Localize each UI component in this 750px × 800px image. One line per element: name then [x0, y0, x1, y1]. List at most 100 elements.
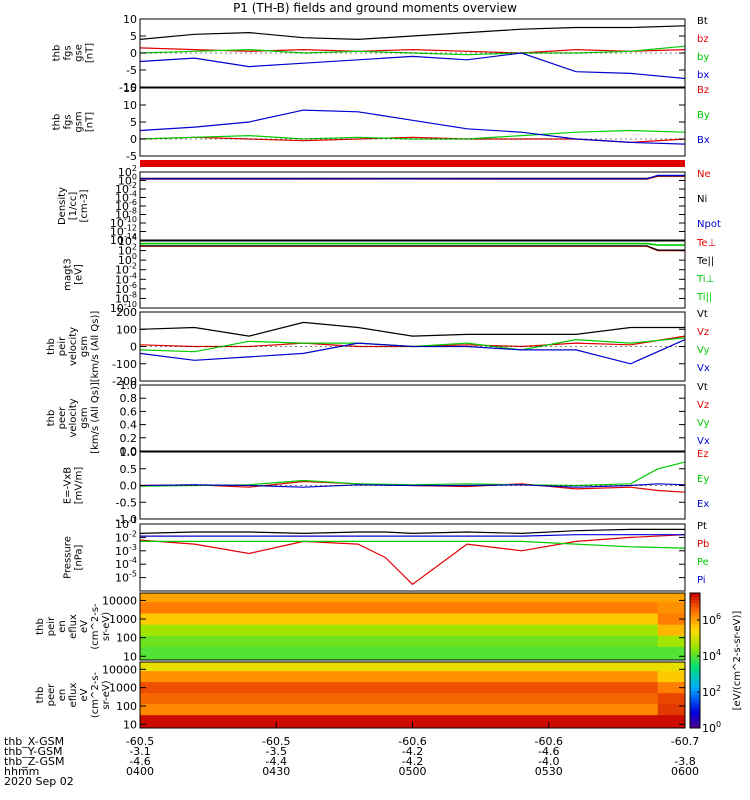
y-axis-label: [eV]	[74, 264, 85, 285]
y-tick-label: 10	[123, 718, 137, 731]
y-tick-label: 10	[123, 13, 137, 26]
y-tick-label: 10000	[102, 594, 137, 607]
colorbar-swatch	[690, 724, 700, 729]
colorbar-swatch	[690, 717, 700, 722]
y-axis-label: fgs	[63, 114, 74, 129]
colorbar-swatch	[690, 657, 700, 661]
spectrogram-cell	[249, 624, 359, 637]
colorbar-swatch	[690, 697, 700, 702]
colorbar-swatch	[690, 640, 700, 645]
spectrogram-cell	[140, 671, 250, 683]
y-tick-label: -1.0	[116, 513, 137, 526]
spectrogram-cell	[140, 715, 250, 729]
spectrogram-cell	[358, 593, 468, 603]
series-line-peir-velocity-2	[139, 337, 686, 353]
spectrogram-cell	[657, 662, 686, 672]
series-line-temperature-0	[140, 245, 685, 252]
spectrogram-cell	[249, 593, 359, 603]
y-axis-label: [nPa]	[74, 544, 85, 570]
x-row-value: -60.6	[398, 735, 426, 748]
y-axis-label: Pressure	[63, 536, 74, 579]
colorbar-swatch	[690, 721, 700, 726]
colorbar-swatch	[690, 606, 700, 611]
y-tick-label: 1000	[109, 682, 137, 695]
x-row-value: 0400	[126, 765, 154, 778]
spectrogram-cell	[657, 593, 686, 603]
spectrogram-cell	[140, 613, 250, 626]
y-axis-label: [mV/m]	[74, 467, 85, 505]
colorbar-swatch	[690, 609, 700, 614]
y-tick-label: 0	[130, 133, 137, 146]
spectrogram-cell	[576, 671, 648, 683]
spectrogram-cell	[358, 662, 468, 672]
spectrogram-cell	[140, 593, 250, 603]
y-axis-label: sr-eV)	[101, 680, 112, 709]
series-line-pressure-2	[140, 540, 686, 549]
spectrogram-cell	[646, 693, 659, 705]
spectrogram-cell	[657, 715, 686, 729]
colorbar-swatch	[690, 596, 700, 601]
colorbar-tick-label: 106	[702, 612, 721, 627]
y-tick-label: 100	[116, 323, 137, 336]
spectrogram-cell	[657, 624, 686, 637]
y-axis-label: thb	[35, 687, 46, 704]
panel-peer-spectrogram: 10000 1000 100 10 thb peer en eflux eV (cm^2-s-sr…	[35, 661, 686, 731]
spectrogram-cell	[646, 646, 659, 661]
spectrogram-cell	[657, 613, 686, 626]
series-line-density-2	[140, 174, 685, 180]
y-axis-label: gsm	[74, 111, 85, 132]
x-row-value: -60.6	[535, 735, 563, 748]
y-axis-label: sr-eV)	[101, 612, 112, 641]
spectrogram-cell	[467, 671, 577, 683]
colorbar-swatch	[690, 630, 700, 634]
y-axis-label: peir	[46, 616, 57, 636]
y-axis-label: eflux	[68, 614, 79, 639]
legend-entry: Bx	[697, 135, 710, 146]
series-line-density-1	[140, 175, 685, 179]
panel-peir-velocity: 200 100 0 -100 -200 thb peir velocity gsm [km/s (…	[46, 306, 710, 388]
legend-entry: Vx	[697, 363, 710, 374]
spectrogram-cell	[576, 646, 648, 661]
spectrogram-cell	[249, 693, 359, 705]
colorbar-swatch	[690, 714, 700, 719]
series-line-pressure-3	[140, 534, 685, 537]
x-row-value: 0430	[262, 765, 290, 778]
spectrogram-cell	[358, 646, 468, 661]
colorbar-swatch	[690, 660, 700, 665]
colorbar-swatch	[690, 603, 700, 607]
spectrogram-cell	[249, 635, 359, 648]
spectrogram-cell	[646, 635, 659, 648]
y-tick-label: 0.0	[120, 445, 138, 458]
y-tick-label: 5	[130, 30, 137, 43]
spectrogram-cell	[249, 682, 359, 694]
y-axis-label: peer	[46, 683, 57, 707]
spectrogram-cell	[140, 602, 250, 614]
x-row-value: 0530	[535, 765, 563, 778]
y-axis-label: [nT]	[85, 43, 96, 63]
legend-entry: Ni	[697, 194, 707, 205]
legend-entry: Pe	[697, 557, 709, 568]
spectrogram-cell	[646, 613, 659, 626]
spectrogram-cell	[249, 662, 359, 672]
legend-entry: Te⊥	[696, 238, 716, 249]
colorbar-swatch	[690, 674, 700, 678]
x-row-value: -60.5	[262, 735, 290, 748]
y-axis-label: gsm	[79, 407, 90, 428]
spectrogram-cell	[358, 602, 468, 614]
spectrogram-cell	[657, 602, 686, 614]
legend-entry: by	[697, 52, 709, 63]
series-line-peir-velocity-0	[139, 321, 685, 337]
spectrogram-cell	[358, 635, 468, 648]
spectrogram-cell	[646, 662, 659, 672]
y-axis-label: en	[57, 689, 68, 702]
series-line-temperature-3	[140, 242, 685, 246]
y-tick-label: 0.4	[120, 419, 138, 432]
legend-entry: Ex	[697, 499, 709, 510]
y-tick-label: -10	[119, 81, 137, 94]
spectrogram-cell	[467, 635, 577, 648]
x-row-value: 0500	[399, 765, 427, 778]
spectrogram-cell	[249, 613, 359, 626]
panel-peir-spectrogram: 10000 1000 100 10 thb peir en eflux eV (cm^2-s-sr…	[35, 592, 686, 663]
spectrogram-cell	[358, 671, 468, 683]
